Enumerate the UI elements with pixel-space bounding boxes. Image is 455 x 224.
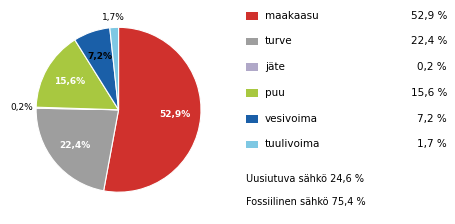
Text: tuulivoima: tuulivoima — [264, 140, 319, 149]
Text: 15,6 %: 15,6 % — [410, 88, 446, 98]
Text: 0,2 %: 0,2 % — [416, 62, 446, 72]
Text: jäte: jäte — [264, 62, 284, 72]
Text: vesivoima: vesivoima — [264, 114, 317, 124]
Text: 7,2 %: 7,2 % — [416, 114, 446, 124]
Text: puu: puu — [264, 88, 284, 98]
Wedge shape — [75, 28, 118, 110]
Wedge shape — [103, 27, 201, 192]
Text: 1,7%: 1,7% — [102, 13, 125, 22]
Text: 52,9 %: 52,9 % — [410, 11, 446, 21]
Text: turve: turve — [264, 37, 292, 46]
Wedge shape — [36, 108, 118, 191]
Wedge shape — [36, 107, 118, 110]
Text: 1,7 %: 1,7 % — [416, 140, 446, 149]
Wedge shape — [110, 27, 118, 110]
Wedge shape — [36, 40, 118, 110]
Text: 7,2%: 7,2% — [87, 52, 112, 61]
Text: Fossiilinen sähkö 75,4 %: Fossiilinen sähkö 75,4 % — [246, 197, 365, 207]
Text: Uusiutuva sähkö 24,6 %: Uusiutuva sähkö 24,6 % — [246, 174, 364, 184]
Text: 22,4%: 22,4% — [60, 141, 91, 150]
Text: 52,9%: 52,9% — [158, 110, 190, 119]
Text: 0,2%: 0,2% — [10, 103, 33, 112]
Text: 15,6%: 15,6% — [54, 77, 86, 86]
Text: 22,4 %: 22,4 % — [410, 37, 446, 46]
Text: maakaasu: maakaasu — [264, 11, 318, 21]
